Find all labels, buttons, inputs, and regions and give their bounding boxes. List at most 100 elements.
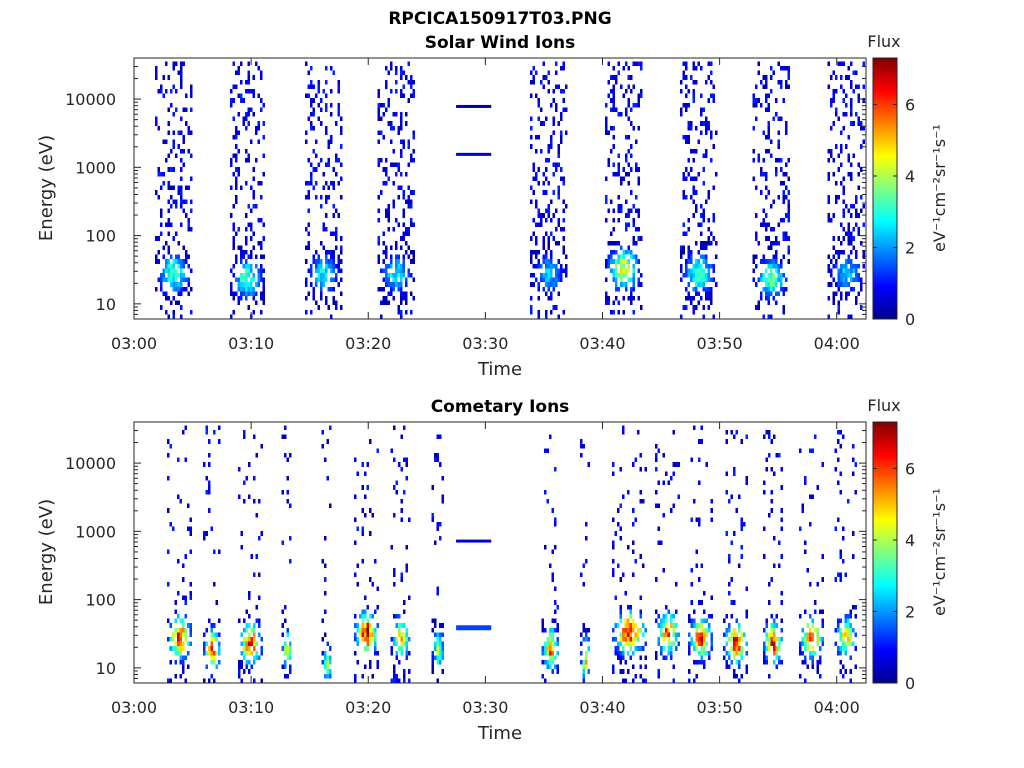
heatmap-cell <box>177 144 181 149</box>
heatmap-cell <box>622 250 625 255</box>
heatmap-cell <box>321 430 324 435</box>
heatmap-cell <box>179 632 182 637</box>
heatmap-cell <box>307 194 310 200</box>
heatmap-cell <box>639 664 642 670</box>
heatmap-cell <box>851 627 855 633</box>
heatmap-cell <box>439 655 442 660</box>
heatmap-cell <box>624 107 628 112</box>
heatmap-cell <box>769 273 773 278</box>
heatmap-cell <box>175 277 178 283</box>
heatmap-cell <box>210 632 214 637</box>
heatmap-cell <box>395 489 398 495</box>
heatmap-cell <box>380 300 383 306</box>
heatmap-cell <box>402 213 406 218</box>
heatmap-cell <box>821 637 825 642</box>
heatmap-cell <box>260 254 263 260</box>
heatmap-cell <box>410 153 413 158</box>
heatmap-cell <box>377 254 381 260</box>
heatmap-cell <box>682 61 685 66</box>
heatmap-cell <box>687 245 690 250</box>
heatmap-cell <box>617 194 620 200</box>
heatmap-cell <box>172 268 176 273</box>
heatmap-cell <box>248 660 251 665</box>
heatmap-cell <box>819 609 822 614</box>
heatmap-cell <box>688 618 691 624</box>
heatmap-cell <box>657 448 661 453</box>
heatmap-cell <box>694 291 698 296</box>
heatmap-cell <box>165 296 168 301</box>
heatmap-cell <box>767 646 771 651</box>
heatmap-cell <box>764 291 768 296</box>
heatmap-cell <box>305 139 308 145</box>
heatmap-cell <box>782 190 785 195</box>
heatmap-cell <box>374 641 377 647</box>
heatmap-cell <box>842 273 845 278</box>
heatmap-cell <box>777 540 781 545</box>
heatmap-cell <box>619 632 622 637</box>
heatmap-cell <box>253 434 256 440</box>
heatmap-cell <box>700 646 703 651</box>
heatmap-cell <box>764 222 768 227</box>
heatmap-cell <box>703 637 706 642</box>
heatmap-cell <box>441 650 444 656</box>
heatmap-cell <box>806 641 810 647</box>
heatmap-cell <box>359 632 362 637</box>
heatmap-cell <box>621 425 625 430</box>
heatmap-cell <box>232 240 235 246</box>
heatmap-cell <box>385 245 388 250</box>
heatmap-cell <box>397 273 401 278</box>
heatmap-cell <box>542 259 545 264</box>
heatmap-cell <box>632 125 635 131</box>
heatmap-cell <box>839 430 842 435</box>
heatmap-cell <box>366 485 370 490</box>
heatmap-cell <box>403 669 406 674</box>
heatmap-cell <box>174 660 177 665</box>
heatmap-cell <box>738 494 741 499</box>
heatmap-cell <box>544 268 548 273</box>
heatmap-cell <box>839 669 842 674</box>
heatmap-cell <box>215 650 219 656</box>
heatmap-cell <box>632 204 635 209</box>
heatmap-cell <box>725 489 729 495</box>
heatmap-cell <box>714 171 718 177</box>
heatmap-cell <box>684 139 688 145</box>
heatmap-cell <box>829 148 833 154</box>
heatmap-cell <box>612 102 615 108</box>
heatmap-cell <box>740 517 744 522</box>
heatmap-cell <box>203 646 206 651</box>
heatmap-cell <box>662 618 666 624</box>
heatmap-cell <box>235 167 238 172</box>
heatmap-cell <box>740 646 744 651</box>
heatmap-cell <box>847 259 850 264</box>
heatmap-cell <box>390 650 393 656</box>
heatmap-cell <box>208 508 211 513</box>
heatmap-cell <box>846 627 850 633</box>
heatmap-cell <box>619 669 622 674</box>
heatmap-cell <box>252 309 255 315</box>
heatmap-cell <box>692 158 695 163</box>
heatmap-cell <box>172 259 176 264</box>
heatmap-cell <box>390 121 393 126</box>
heatmap-cell <box>162 291 166 296</box>
heatmap-cell <box>769 314 773 319</box>
heatmap-cell <box>804 480 807 486</box>
heatmap-cell <box>395 245 398 250</box>
heatmap-cell <box>752 259 755 264</box>
heatmap-cell <box>772 471 776 476</box>
heatmap-cell <box>692 89 695 94</box>
heatmap-cell <box>636 632 640 637</box>
heatmap-cell <box>580 439 583 444</box>
heatmap-cell <box>769 282 773 287</box>
heatmap-cell <box>175 107 178 112</box>
heatmap-cell <box>390 273 393 278</box>
heatmap-cell <box>655 466 658 472</box>
heatmap-cell <box>847 236 850 241</box>
heatmap-cell <box>286 632 290 637</box>
heatmap-cell <box>695 660 698 665</box>
heatmap-cell <box>247 305 250 310</box>
heatmap-cell <box>552 286 555 292</box>
heatmap-cell <box>629 107 633 112</box>
heatmap-cell <box>377 162 381 168</box>
heatmap-cell <box>700 650 703 656</box>
heatmap-cell <box>735 641 739 647</box>
